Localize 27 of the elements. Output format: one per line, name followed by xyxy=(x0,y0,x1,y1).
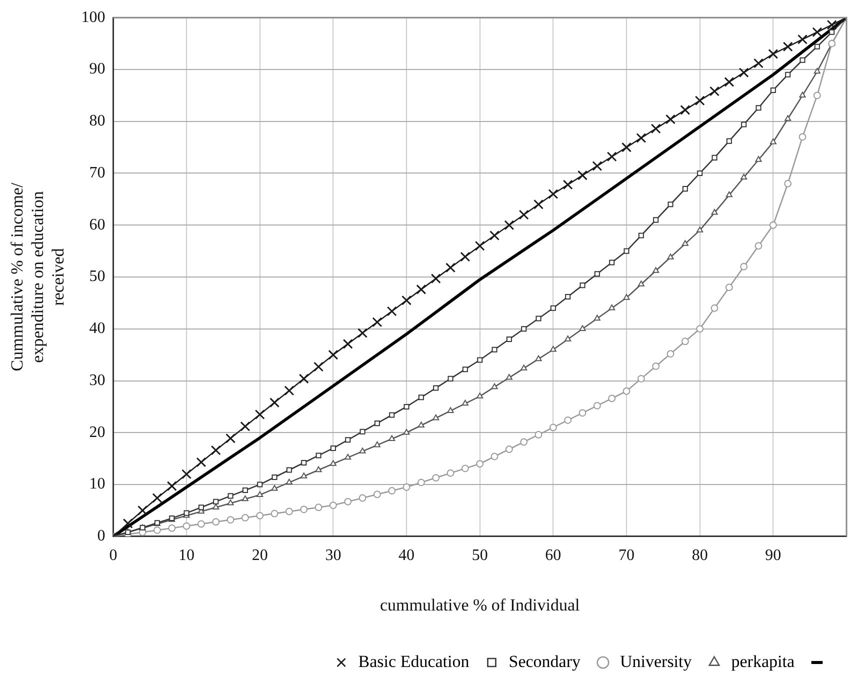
x-tick-label: 60 xyxy=(545,547,562,564)
y-tick-label: 50 xyxy=(89,268,106,286)
x-tick-label: 50 xyxy=(472,547,488,564)
y-axis-title: Cummulative % of income/ expenditure on education received xyxy=(8,182,68,372)
y-tick-label: 70 xyxy=(89,164,106,182)
x-tick-label: 20 xyxy=(252,547,268,564)
y-tick-label: 30 xyxy=(89,372,106,389)
y-tick-label: 40 xyxy=(89,320,106,338)
x-tick-label: 40 xyxy=(398,547,415,564)
x-axis-title: cummulative % of Individual xyxy=(380,595,580,614)
x-tick-label: 30 xyxy=(325,547,342,564)
y-tick-label: 60 xyxy=(89,216,106,234)
x-tick-label: 90 xyxy=(765,547,782,564)
y-tick-label: 0 xyxy=(97,528,106,545)
y-tick-label: 100 xyxy=(81,8,106,26)
x-tick-label: 10 xyxy=(178,547,195,564)
y-tick-label: 10 xyxy=(89,476,106,493)
y-tick-label: 90 xyxy=(89,60,106,78)
legend-label: Secondary xyxy=(508,652,581,671)
legend-label: University xyxy=(620,652,692,671)
x-tick-label: 70 xyxy=(618,547,635,564)
x-tick-label: 0 xyxy=(109,547,118,564)
y-tick-label: 20 xyxy=(89,424,106,441)
legend-label: Basic Education xyxy=(358,652,470,671)
legend-label: perkapita xyxy=(731,652,795,671)
y-tick-label: 80 xyxy=(89,112,106,130)
x-tick-label: 80 xyxy=(692,547,708,564)
